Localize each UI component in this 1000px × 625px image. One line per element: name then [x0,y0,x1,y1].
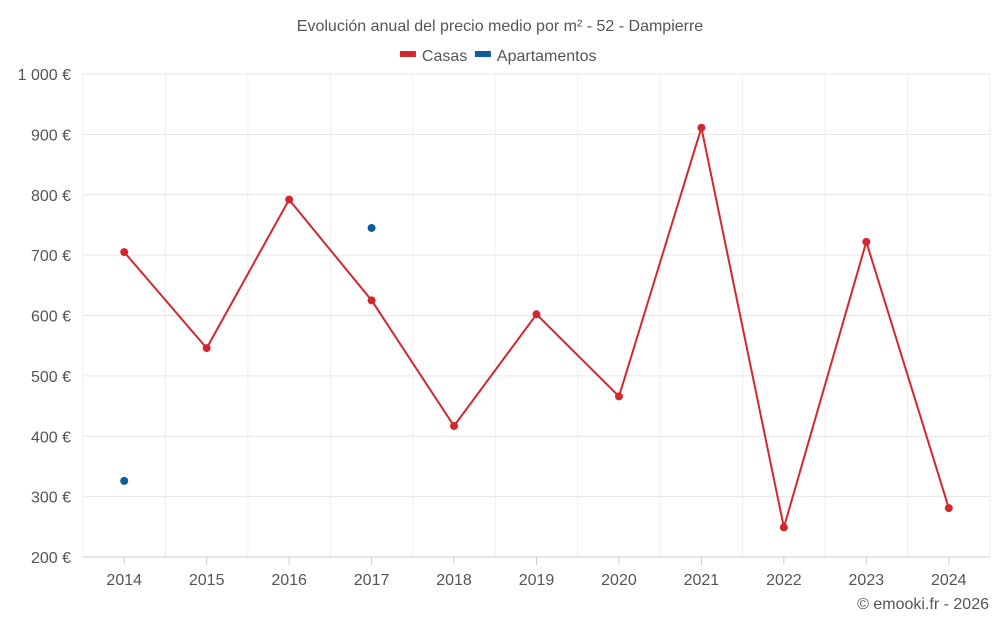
y-tick-label: 300 € [31,490,71,507]
x-tick-label: 2017 [354,572,390,589]
chart-title: Evolución anual del precio medio por m² … [297,18,704,35]
y-tick-label: 200 € [31,550,71,567]
data-point-casas-2020[interactable] [614,392,623,401]
data-point-casas-2023[interactable] [862,237,871,246]
credit-text: © emooki.fr - 2026 [857,596,989,613]
data-point-casas-2018[interactable] [450,421,459,430]
data-point-casas-2024[interactable] [944,504,953,513]
x-axis: 2014 2015 2016 2017 2018 2019 2020 2021 2022 2023… [83,556,990,589]
data-point-apartamentos-2017[interactable] [367,223,376,232]
y-tick-label: 800 € [31,188,71,205]
data-point-casas-2021[interactable] [697,123,706,132]
data-point-casas-2022[interactable] [779,523,788,532]
legend: Casas Apartamentos [399,48,597,65]
data-point-casas-2016[interactable] [285,195,294,204]
legend-swatch-casas [399,51,416,57]
y-tick-label: 900 € [31,127,71,144]
x-tick-label: 2018 [436,572,472,589]
x-tick-label: 2016 [271,572,307,589]
legend-swatch-apartamentos [474,51,491,57]
data-point-casas-2014[interactable] [120,248,129,257]
data-point-apartamentos-2014[interactable] [120,476,129,485]
legend-item-casas[interactable]: Casas [399,48,467,65]
y-tick-label: 500 € [31,369,71,386]
y-tick-label: 700 € [31,248,71,265]
x-tick-label: 2020 [601,572,637,589]
y-tick-label: 600 € [31,309,71,326]
data-point-casas-2019[interactable] [532,310,541,319]
y-axis: 200 € 300 € 400 € 500 € 600 € 700 € 800 € 900 €… [18,67,71,567]
legend-label: Casas [422,48,467,65]
legend-label: Apartamentos [497,48,597,65]
x-tick-label: 2023 [849,572,885,589]
x-tick-label: 2022 [766,572,802,589]
legend-item-apartamentos[interactable]: Apartamentos [474,48,597,65]
x-tick-label: 2015 [189,572,225,589]
x-tick-label: 2021 [684,572,720,589]
series-layer [120,123,953,532]
x-tick-label: 2014 [106,572,142,589]
y-tick-label: 400 € [31,429,71,446]
y-tick-label: 1 000 € [18,67,71,84]
x-tick-label: 2019 [519,572,555,589]
data-point-casas-2017[interactable] [367,296,376,305]
data-point-casas-2015[interactable] [202,344,211,353]
x-tick-label: 2024 [931,572,967,589]
